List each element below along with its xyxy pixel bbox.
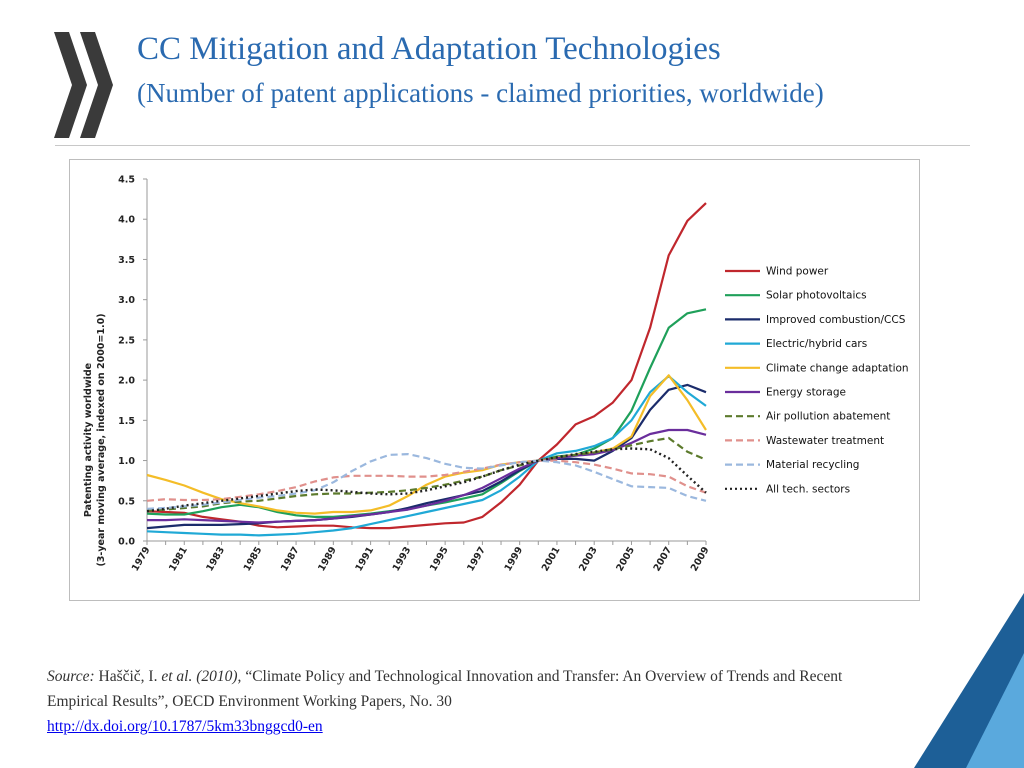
series-line-wind-power [146,202,707,530]
y-axis-title-line2: (3-year moving average, indexed on 2000=… [96,313,107,566]
x-tick-label: 1987 [279,545,302,573]
legend-label: Material recycling [766,459,859,471]
logo-chevron-right [80,32,113,138]
legend-label: Air pollution abatement [766,411,890,423]
corner-decoration [914,593,1024,768]
x-tick-label: 1981 [167,545,190,573]
title-divider [55,145,970,146]
x-tick-label: 2007 [652,545,675,573]
y-tick-label: 4.5 [118,175,135,186]
series-lines [146,202,707,537]
y-tick-label: 1.0 [118,456,135,467]
x-tick-label: 1995 [428,545,451,573]
y-tick-label: 2.5 [118,335,135,346]
y-tick-label: 0.0 [118,537,135,548]
legend-label: All tech. sectors [766,483,850,495]
y-tick-label: 2.0 [118,376,135,387]
source-title: “Climate Policy and Technological Innova… [47,668,843,710]
x-tick-label: 1985 [242,545,265,573]
source-etal: et al. (2010), [161,668,242,685]
y-tick-label: 4.0 [118,215,135,226]
x-tick-label: 2009 [689,545,712,573]
patent-activity-chart: Patenting activity worldwide (3-year mov… [83,175,909,574]
y-tick-label: 3.5 [118,255,135,266]
y-axis-title: Patenting activity worldwide (3-year mov… [83,313,107,566]
source-citation: Source: Haščič, I. et al. (2010), “Clima… [47,664,897,739]
y-tick-label: 0.5 [118,496,135,507]
x-axis-ticks: 1979 1981 1983 1985 1987 1989 1991 1993 1995 1997… [130,541,712,573]
legend-label: Solar photovoltaics [766,290,867,302]
y-axis-title-line1: Patenting activity worldwide [83,363,94,517]
corner-shape-light [966,653,1024,768]
oecd-logo [54,32,113,138]
x-tick-label: 1993 [391,545,414,573]
x-tick-label: 1979 [130,545,153,573]
chart-frame: Patenting activity worldwide (3-year mov… [69,159,920,601]
y-tick-label: 3.0 [118,295,135,306]
series-line-electric-hybrid-cars [146,375,707,537]
page-title: CC Mitigation and Adaptation Technologie… [137,31,721,67]
source-authors: Haščič, I. [98,668,158,685]
x-tick-label: 1983 [204,545,227,573]
legend-label: Energy storage [766,387,846,399]
source-link[interactable]: http://dx.doi.org/10.1787/5km33bnggcd0-e… [47,718,323,735]
series-line-wastewater-treatment [146,459,707,502]
page-subtitle: (Number of patent applications - claimed… [137,78,824,108]
legend-label: Improved combustion/CCS [766,314,906,326]
x-tick-label: 1991 [353,545,376,573]
series-line-air-pollution-abatement [146,436,707,512]
x-tick-label: 2001 [540,545,563,573]
source-label: Source: [47,668,95,685]
logo-chevron-left [54,32,87,138]
series-line-all-tech-sectors [146,447,707,513]
x-tick-label: 2005 [614,545,637,573]
legend-label: Electric/hybrid cars [766,338,867,350]
series-line-energy-storage [147,428,707,524]
legend-label: Climate change adaptation [766,362,909,374]
x-tick-label: 1997 [465,545,488,573]
legend-label: Wastewater treatment [766,435,884,447]
legend: Wind power Solar photovoltaics Improved co… [725,266,909,495]
y-tick-label: 1.5 [118,416,135,427]
x-tick-label: 1989 [316,545,339,573]
x-tick-label: 1999 [503,545,526,573]
legend-label: Wind power [766,266,829,278]
series-line-material-recycling [146,453,707,510]
series-line-climate-change-adaptation [146,374,707,515]
x-tick-label: 2003 [577,545,600,573]
y-axis-ticks: 0.0 0.5 1.0 1.5 2.0 2.5 3.0 3.5 4.0 4.5 [118,175,147,548]
